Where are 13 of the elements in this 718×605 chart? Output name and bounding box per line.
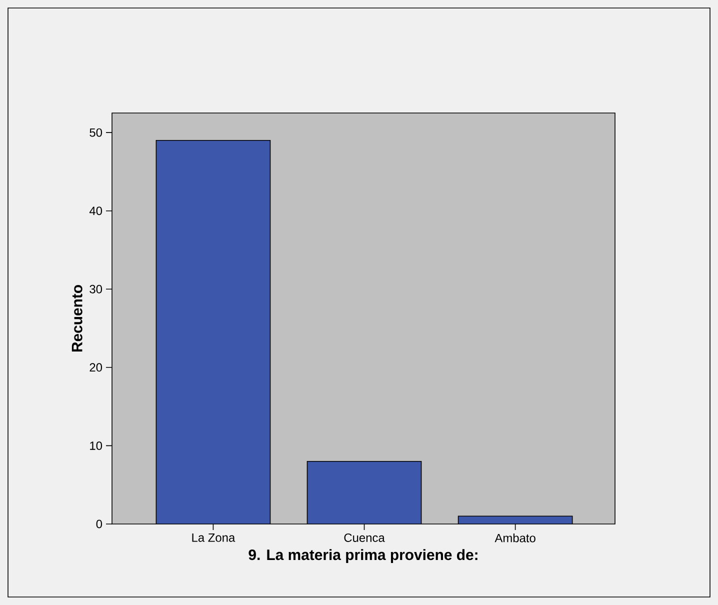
y-tick-label: 10 <box>90 441 102 450</box>
y-tick-label: 30 <box>90 284 102 294</box>
bar <box>306 460 422 524</box>
y-tick-label: 0 <box>96 520 102 528</box>
y-axis-title: Recuento <box>72 285 82 352</box>
x-tick-label: Cuenca <box>344 534 385 542</box>
bar <box>156 140 270 524</box>
y-tick-label: 40 <box>89 206 102 216</box>
y-tick-label: 20 <box>90 363 102 372</box>
x-axis-title: 9. La materia prima proviene de: <box>248 549 478 564</box>
y-tick-label: 50 <box>90 128 102 137</box>
x-tick-label: Ambato <box>494 534 536 542</box>
x-tick-label: La Zona <box>192 534 236 542</box>
